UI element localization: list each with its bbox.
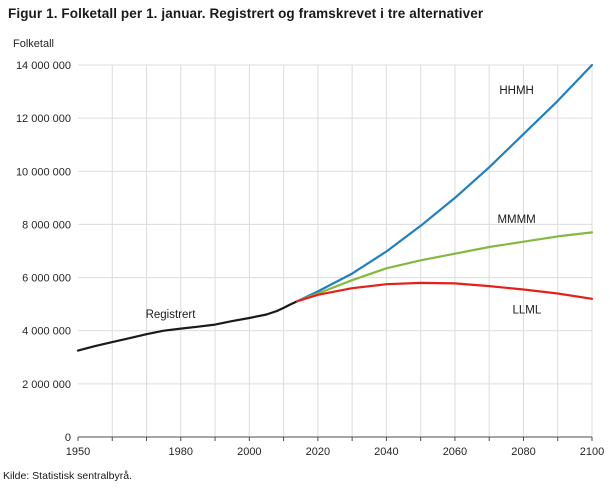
series-line-registrert bbox=[76, 300, 299, 352]
series-label-mmmm: MMMM bbox=[497, 214, 535, 226]
x-tick-label: 2060 bbox=[443, 446, 467, 458]
x-tick-label: 2020 bbox=[306, 446, 330, 458]
y-tick-label: 8 000 000 bbox=[22, 219, 71, 231]
x-tick-label: 2000 bbox=[237, 446, 261, 458]
x-tick-label: 2040 bbox=[374, 446, 398, 458]
series-label-llml: LLML bbox=[513, 304, 542, 316]
y-tick-label: 6 000 000 bbox=[22, 273, 71, 285]
y-tick-label: 10 000 000 bbox=[16, 166, 71, 178]
series-line-llml bbox=[296, 281, 594, 303]
y-axis-label: Folketall bbox=[13, 38, 54, 50]
y-tick-label: 4 000 000 bbox=[22, 326, 71, 338]
figure-title: Figur 1. Folketall per 1. januar. Regist… bbox=[8, 6, 484, 21]
x-tick-label: 2100 bbox=[580, 446, 604, 458]
series-line-mmmm bbox=[296, 231, 594, 303]
y-tick-label: 12 000 000 bbox=[16, 113, 71, 125]
series-label-hhmh: HHMH bbox=[499, 85, 534, 97]
y-tick-label: 2 000 000 bbox=[22, 379, 71, 391]
x-tick-label: 1950 bbox=[66, 446, 90, 458]
x-tick-label: 2080 bbox=[511, 446, 535, 458]
source-note: Kilde: Statistisk sentralbyrå. bbox=[3, 470, 132, 482]
y-tick-label: 0 bbox=[65, 432, 71, 444]
series-label-registrert: Registrert bbox=[146, 309, 197, 321]
y-tick-label: 14 000 000 bbox=[16, 60, 71, 72]
x-tick-label: 1980 bbox=[169, 446, 193, 458]
series-line-hhmh bbox=[296, 63, 594, 303]
